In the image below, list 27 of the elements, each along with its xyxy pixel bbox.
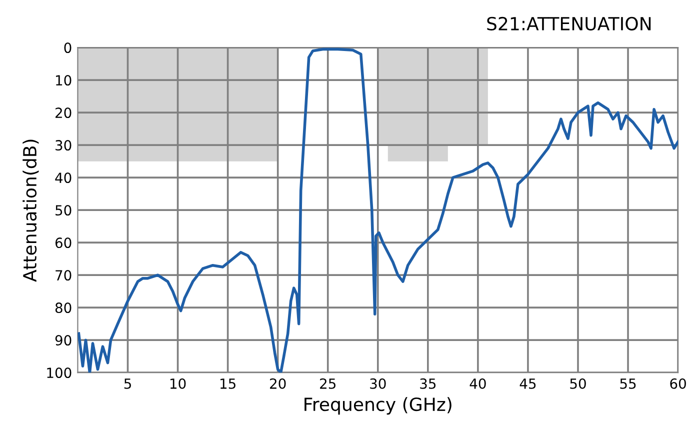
- x-tick-label: 50: [570, 378, 586, 389]
- y-tick-label: 90: [55, 335, 72, 346]
- x-tick-label: 60: [670, 378, 686, 389]
- x-tick-label: 45: [520, 378, 536, 389]
- y-tick-label: 20: [56, 108, 72, 118]
- y-tick-label: 60: [55, 238, 72, 248]
- y-tick-label: 80: [55, 302, 72, 314]
- x-tick-label: 25: [320, 378, 336, 389]
- chart-title: S21:ATTENUATION: [487, 16, 651, 30]
- y-tick-label: 50: [56, 205, 72, 216]
- x-tick-label: 20: [270, 378, 286, 389]
- y-tick-label: 70: [56, 270, 72, 281]
- x-tick-label: 35: [420, 378, 436, 389]
- x-tick-label: 30: [370, 378, 386, 389]
- line-series: [78, 48, 678, 373]
- x-tick-label: 10: [170, 378, 186, 389]
- y-tick-label: 30: [56, 140, 72, 151]
- y-tick-label: 100: [47, 368, 72, 378]
- y-tick-label: 0: [64, 42, 72, 54]
- x-tick-label: 40: [470, 378, 486, 389]
- y-tick-label: 40: [55, 172, 72, 184]
- y-tick-label: 10: [56, 75, 72, 86]
- x-tick-label: 5: [124, 378, 131, 389]
- y-axis-title: Attenuation(dB): [22, 140, 39, 282]
- x-axis-title: Frequency (GHz): [304, 397, 452, 415]
- x-tick-label: 15: [220, 378, 236, 389]
- x-tick-label: 55: [620, 378, 636, 389]
